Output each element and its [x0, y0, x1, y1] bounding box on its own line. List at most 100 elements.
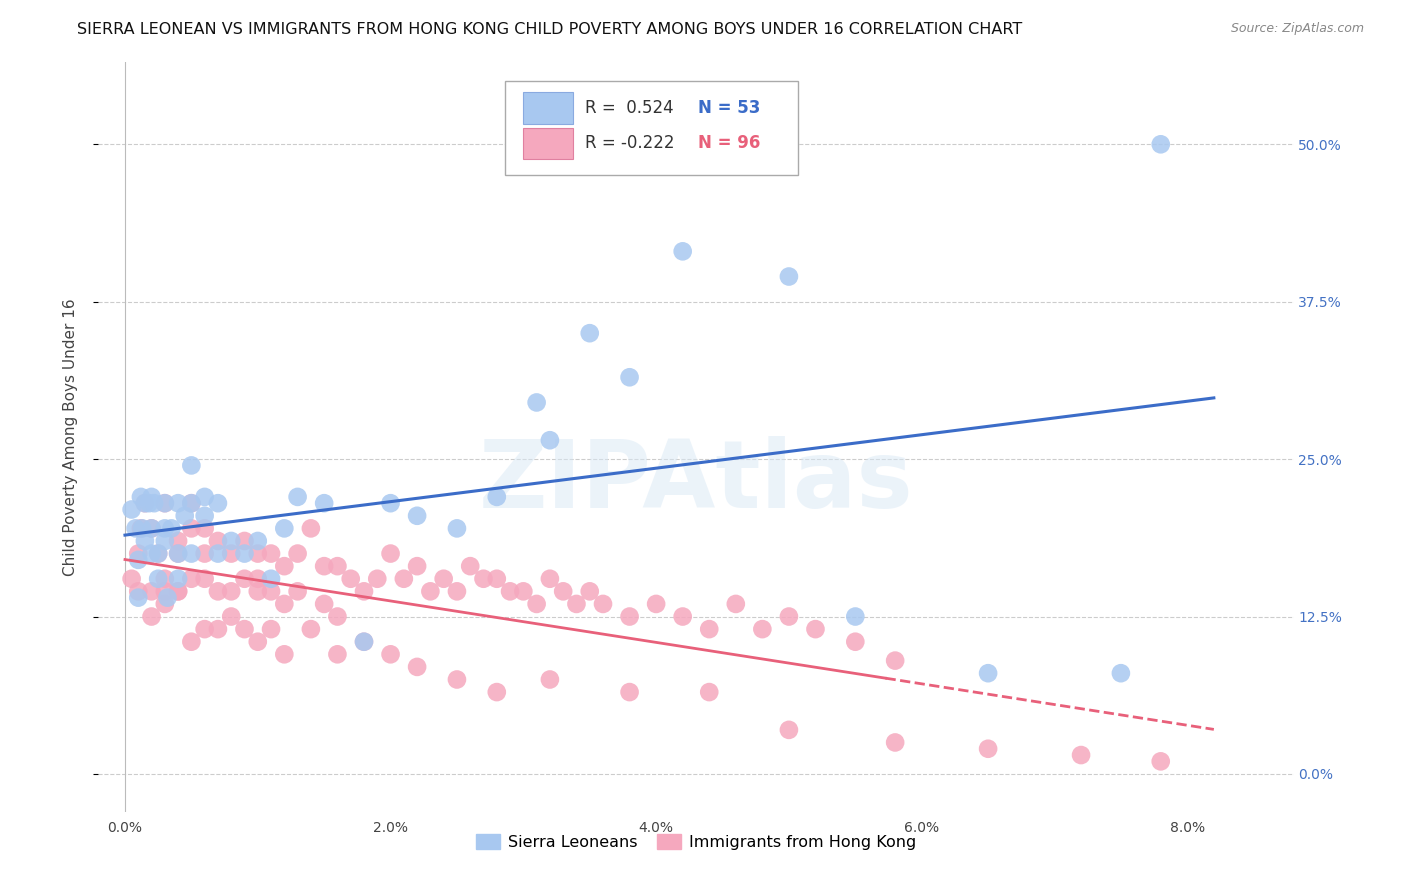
Point — [219, 609, 242, 624]
Point — [173, 508, 195, 523]
Point — [219, 533, 242, 548]
Point — [167, 584, 190, 599]
Point — [194, 622, 217, 636]
Text: Source: ZipAtlas.com: Source: ZipAtlas.com — [1230, 22, 1364, 36]
Point — [141, 521, 163, 535]
Point — [153, 521, 176, 535]
Point — [778, 609, 800, 624]
Point — [180, 458, 202, 473]
Point — [458, 559, 481, 574]
Point — [180, 496, 202, 510]
Text: SIERRA LEONEAN VS IMMIGRANTS FROM HONG KONG CHILD POVERTY AMONG BOYS UNDER 16 CO: SIERRA LEONEAN VS IMMIGRANTS FROM HONG K… — [77, 22, 1022, 37]
Point — [553, 584, 575, 599]
Point — [127, 584, 149, 599]
Point — [339, 572, 361, 586]
Point — [143, 496, 166, 510]
Point — [1109, 666, 1132, 681]
Point — [977, 666, 1000, 681]
Point — [127, 547, 149, 561]
Point — [380, 496, 402, 510]
Point — [141, 609, 163, 624]
Point — [697, 685, 720, 699]
Point — [180, 634, 202, 648]
Point — [299, 521, 322, 535]
Point — [148, 547, 170, 561]
Point — [619, 685, 641, 699]
Point — [141, 521, 163, 535]
Point — [180, 521, 202, 535]
Point — [148, 547, 170, 561]
Point — [153, 597, 176, 611]
Point — [219, 547, 242, 561]
Point — [538, 434, 561, 448]
Point — [314, 597, 336, 611]
Point — [565, 597, 588, 611]
Point — [273, 521, 295, 535]
Point — [180, 496, 202, 510]
Point — [134, 533, 156, 548]
Point — [129, 521, 152, 535]
Point — [578, 326, 600, 341]
Point — [884, 735, 907, 749]
Point — [273, 648, 295, 662]
Point — [194, 572, 217, 586]
Point — [207, 533, 229, 548]
Point — [194, 547, 217, 561]
Point — [233, 572, 256, 586]
Point — [366, 572, 388, 586]
Point — [153, 584, 176, 599]
Point — [233, 547, 256, 561]
Point — [167, 496, 190, 510]
Point — [977, 741, 1000, 756]
Point — [645, 597, 668, 611]
Point — [160, 521, 183, 535]
Point — [134, 496, 156, 510]
Point — [194, 508, 217, 523]
Point — [485, 572, 508, 586]
Point — [1150, 137, 1173, 152]
FancyBboxPatch shape — [523, 128, 572, 159]
Point — [246, 634, 269, 648]
Point — [472, 572, 495, 586]
Point — [127, 553, 149, 567]
Point — [153, 496, 176, 510]
Point — [406, 660, 429, 674]
Point — [314, 496, 336, 510]
Point — [353, 634, 375, 648]
FancyBboxPatch shape — [505, 81, 797, 175]
Point — [180, 547, 202, 561]
Text: N = 96: N = 96 — [699, 135, 761, 153]
Point — [526, 395, 548, 409]
Point — [326, 648, 349, 662]
Point — [446, 584, 468, 599]
Point — [619, 370, 641, 384]
Text: ZIPAtlas: ZIPAtlas — [478, 436, 914, 528]
Point — [129, 490, 152, 504]
Point — [121, 572, 143, 586]
Point — [804, 622, 827, 636]
Point — [233, 533, 256, 548]
Point — [485, 490, 508, 504]
Point — [697, 622, 720, 636]
Point — [433, 572, 456, 586]
Point — [884, 654, 907, 668]
Point — [148, 572, 170, 586]
Text: N = 53: N = 53 — [699, 99, 761, 117]
Point — [380, 547, 402, 561]
Point — [1070, 747, 1092, 762]
Point — [124, 521, 146, 535]
Point — [156, 591, 179, 605]
Point — [778, 269, 800, 284]
Point — [246, 572, 269, 586]
Point — [287, 584, 309, 599]
Point — [1150, 755, 1173, 769]
Point — [844, 634, 866, 648]
Point — [392, 572, 415, 586]
Point — [446, 521, 468, 535]
Point — [844, 609, 866, 624]
Point — [406, 559, 429, 574]
Point — [141, 584, 163, 599]
Point — [314, 559, 336, 574]
Legend: Sierra Leoneans, Immigrants from Hong Kong: Sierra Leoneans, Immigrants from Hong Ko… — [470, 827, 922, 856]
Point — [153, 572, 176, 586]
